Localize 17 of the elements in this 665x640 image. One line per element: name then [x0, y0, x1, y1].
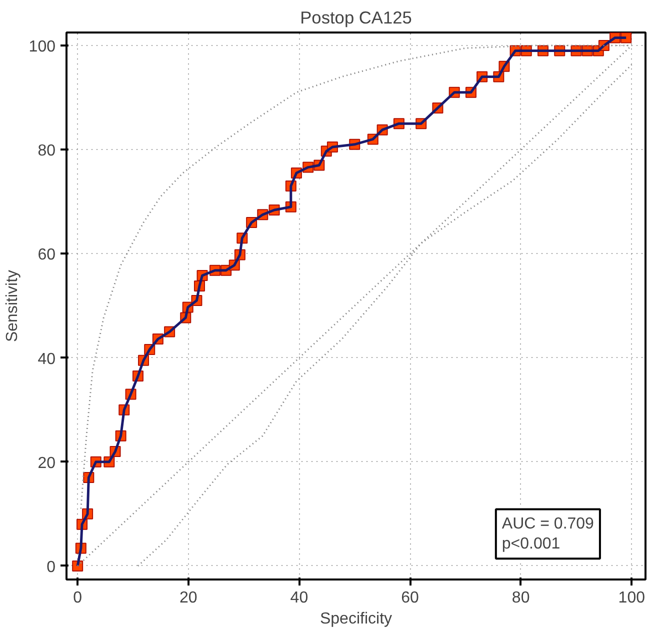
annotation: AUC = 0.709 [502, 515, 594, 532]
y-tick-label: 0 [46, 558, 56, 576]
x-tick-label: 20 [179, 590, 198, 606]
y-tick-label: 60 [38, 246, 56, 264]
annotation: p<0.001 [502, 536, 560, 553]
chart-title: Postop CA125 [300, 8, 412, 28]
x-tick-label: 80 [512, 590, 530, 606]
y-tick-label: 80 [38, 142, 56, 160]
x-tick-label: 0 [73, 590, 82, 606]
y-tick-label: 100 [28, 38, 56, 56]
y-axis-title: Sensitivity [4, 270, 21, 342]
x-tick-label: 60 [401, 590, 420, 606]
x-tick-label: 100 [618, 590, 646, 606]
y-tick-label: 40 [38, 350, 56, 368]
y-tick-label: 20 [38, 454, 56, 472]
x-tick-label: 40 [290, 590, 308, 606]
x-axis-title: Specificity [320, 610, 392, 628]
